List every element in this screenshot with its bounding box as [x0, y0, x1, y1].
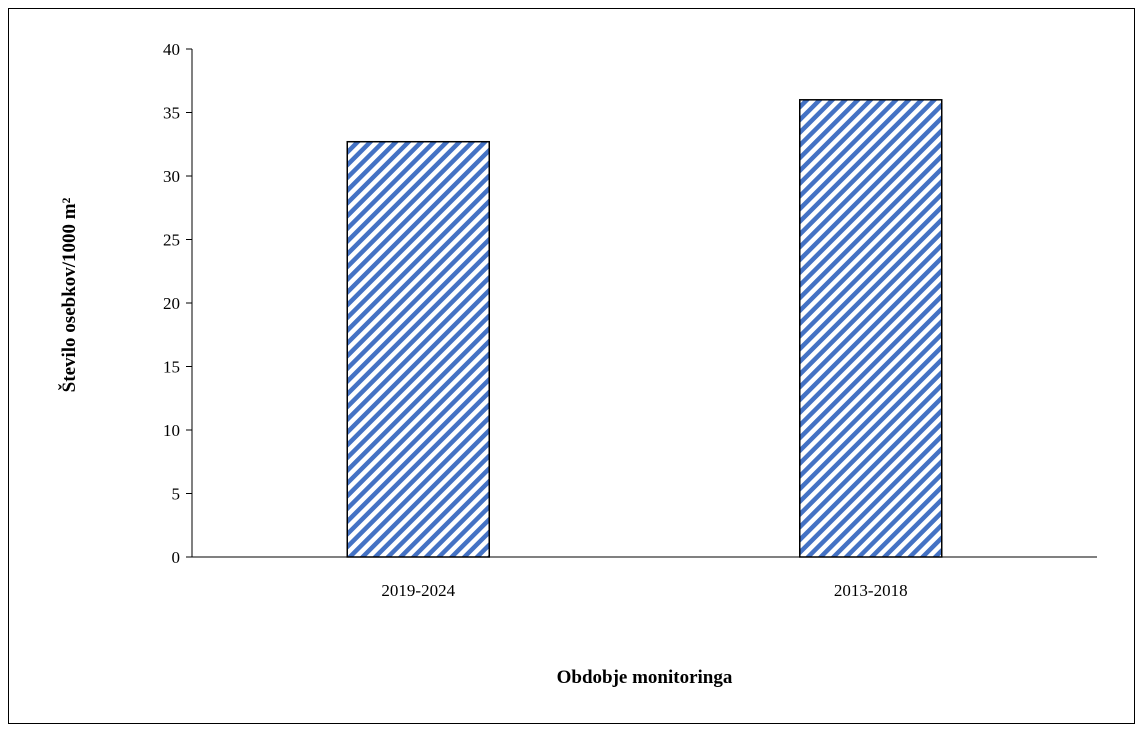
y-tick-label: 15 [163, 358, 180, 377]
y-tick-label: 40 [163, 40, 180, 59]
y-axis-title: Število osebkov/1000 m² [58, 197, 80, 392]
y-axis-ticks: 0 5 10 15 20 25 30 35 40 [163, 40, 192, 567]
y-tick-label: 0 [172, 548, 181, 567]
bars [346, 99, 943, 558]
bar-2013-2018 [799, 99, 943, 558]
x-axis-ticks: 2019-2024 2013-2018 [381, 581, 907, 600]
chart-frame [8, 8, 1135, 724]
y-tick-label: 10 [163, 421, 180, 440]
y-tick-label: 5 [172, 485, 181, 504]
y-tick-label: 25 [163, 231, 180, 250]
y-tick-label: 35 [163, 104, 180, 123]
x-tick-label: 2013-2018 [834, 581, 908, 600]
x-tick-label: 2019-2024 [381, 581, 455, 600]
y-tick-label: 30 [163, 167, 180, 186]
y-tick-label: 20 [163, 294, 180, 313]
bar-2019-2024 [346, 140, 490, 558]
x-axis-title: Obdobje monitoringa [557, 667, 733, 688]
